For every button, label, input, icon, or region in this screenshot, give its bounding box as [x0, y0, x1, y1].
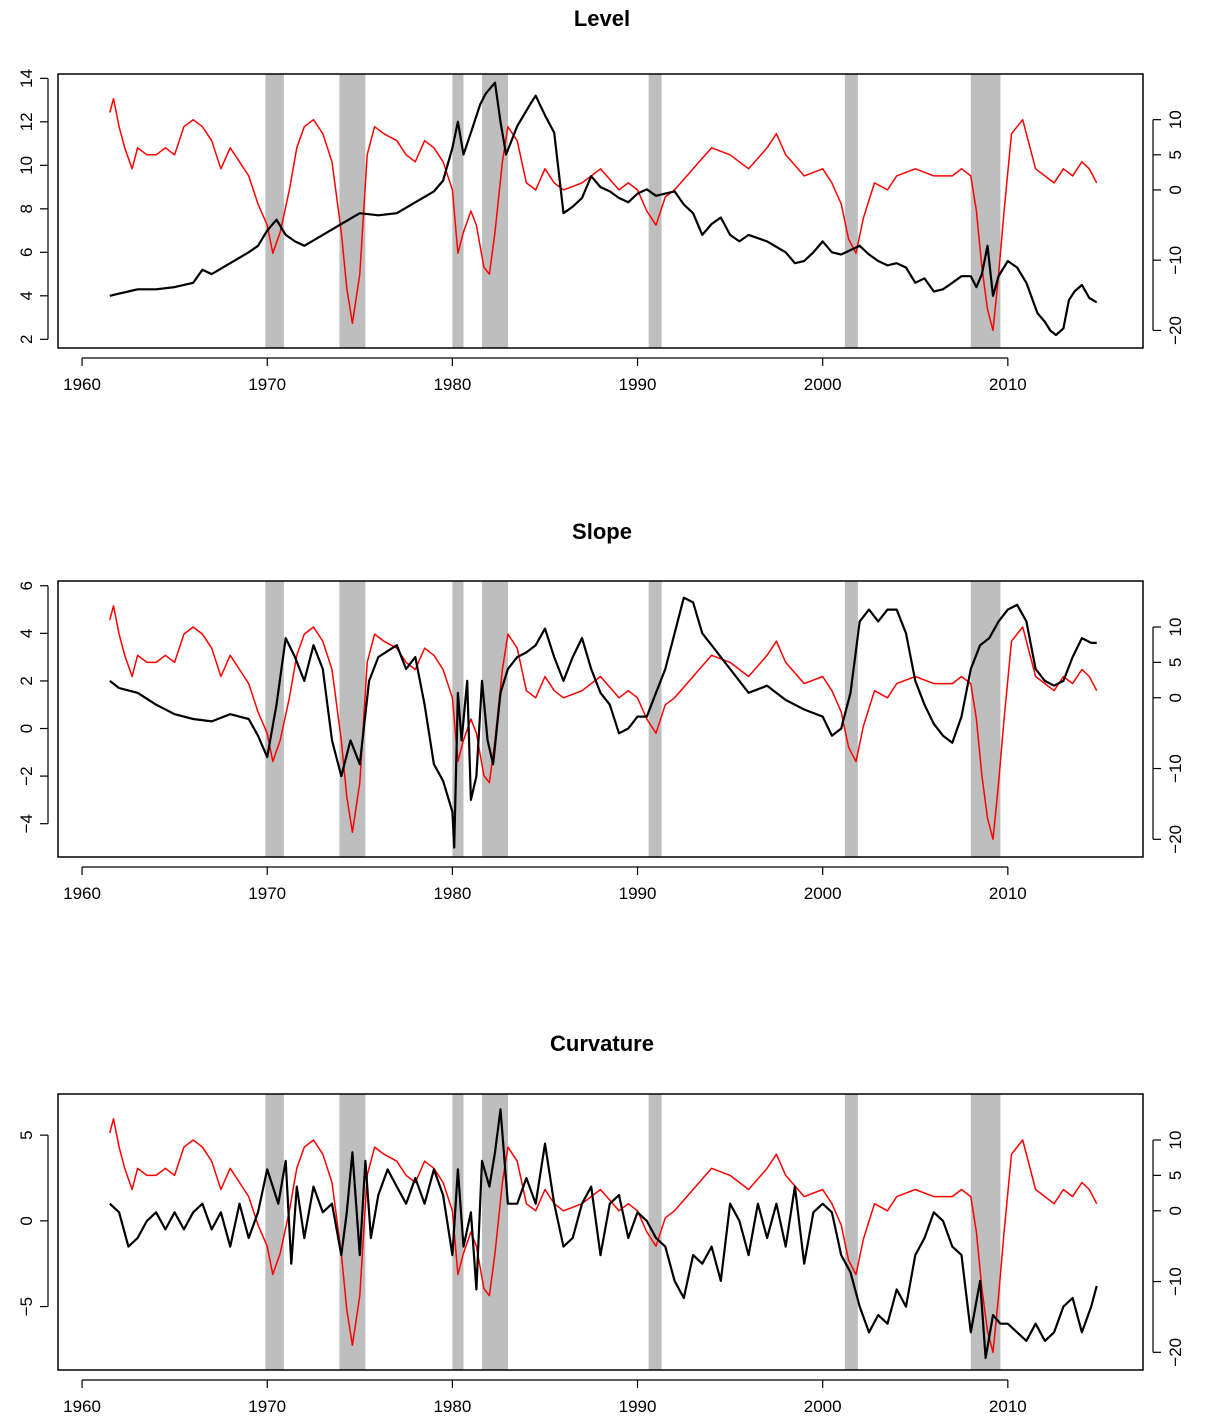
curvature-right-tick-label-5: 5 [1166, 1171, 1185, 1180]
slope-right-tick-label--20: −20 [1166, 825, 1185, 854]
curvature-right-tick-label-0: 0 [1166, 1206, 1185, 1215]
curvature-left-tick-label--5: −5 [17, 1297, 36, 1316]
level-shaded-period-4 [648, 74, 662, 348]
level-right-tick-label-10: 10 [1166, 110, 1185, 129]
level-shaded-period-5 [844, 74, 858, 348]
curvature-shaded-period-4 [648, 1094, 662, 1370]
level-shaded-period-2 [452, 74, 464, 348]
curvature-right-tick-label--20: −20 [1166, 1338, 1185, 1367]
level-left-tick-label-14: 14 [17, 69, 36, 88]
curvature-left-tick-label-5: 5 [17, 1130, 36, 1139]
slope-left-tick-label-0: 0 [17, 724, 36, 733]
slope-plot-frame [57, 580, 1144, 858]
curvature-plot-frame [57, 1093, 1144, 1371]
level-left-tick-label-10: 10 [17, 156, 36, 175]
level-x-tick-label-1990: 1990 [619, 375, 657, 394]
curvature-shaded-period-2 [452, 1094, 464, 1370]
level-left-tick-label-8: 8 [17, 204, 36, 213]
level-right-tick-label--20: −20 [1166, 316, 1185, 345]
slope-x-tick-label-2000: 2000 [804, 884, 842, 903]
level-x-tick-label-2000: 2000 [804, 375, 842, 394]
slope-x-tick-label-1960: 1960 [63, 884, 101, 903]
curvature-x-tick-label-1970: 1970 [248, 1397, 286, 1416]
curvature-black-series-line [109, 1108, 1098, 1360]
level-right-tick-label--10: −10 [1166, 246, 1185, 275]
level-shaded-period-3 [482, 74, 508, 348]
level-shaded-period-1 [339, 74, 366, 348]
curvature-right-tick-label--10: −10 [1166, 1267, 1185, 1296]
curvature-x-tick-label-1980: 1980 [433, 1397, 471, 1416]
level-black-series-line [109, 81, 1098, 337]
slope-left-tick-label--2: −2 [17, 766, 36, 785]
slope-x-tick-label-1970: 1970 [248, 884, 286, 903]
level-right-tick-label-0: 0 [1166, 185, 1185, 194]
slope-x-tick-label-1990: 1990 [619, 884, 657, 903]
slope-red-series-line [109, 605, 1098, 841]
slope-title: Slope [572, 519, 632, 544]
curvature-shaded-period-5 [844, 1094, 858, 1370]
slope-x-tick-label-1980: 1980 [433, 884, 471, 903]
curvature-right-tick-label-10: 10 [1166, 1131, 1185, 1150]
level-left-tick-label-12: 12 [17, 112, 36, 131]
slope-left-tick-label--4: −4 [17, 814, 36, 833]
curvature-x-tick-label-2010: 2010 [989, 1397, 1027, 1416]
slope-right-tick-label-10: 10 [1166, 618, 1185, 637]
slope-right-tick-label--10: −10 [1166, 754, 1185, 783]
curvature-title: Curvature [550, 1031, 654, 1056]
curvature-x-tick-label-2000: 2000 [804, 1397, 842, 1416]
level-x-tick-label-1980: 1980 [433, 375, 471, 394]
level-plot-frame [57, 73, 1144, 349]
level-left-tick-label-6: 6 [17, 248, 36, 257]
slope-shaded-period-1 [339, 581, 366, 857]
level-panel: Level 1960 1970 1980 1990 2000 2010 2 4 6 8 10 12 14… [17, 6, 1185, 394]
slope-left-tick-label-2: 2 [17, 676, 36, 685]
slope-shaded-period-5 [844, 581, 858, 857]
level-x-tick-label-2010: 2010 [989, 375, 1027, 394]
curvature-red-series-line [109, 1118, 1098, 1354]
slope-left-tick-label-6: 6 [17, 581, 36, 590]
level-left-tick-label-2: 2 [17, 335, 36, 344]
curvature-shaded-period-0 [265, 1094, 284, 1370]
curvature-panel: Curvature 1960 1970 1980 1990 2000 2010 −5 0 5 −2… [17, 1031, 1185, 1416]
level-red-series-line [109, 97, 1098, 332]
slope-right-tick-label-0: 0 [1166, 693, 1185, 702]
slope-black-series-line [109, 596, 1097, 849]
curvature-left-tick-label-0: 0 [17, 1216, 36, 1225]
level-shaded-period-0 [265, 74, 284, 348]
curvature-shaded-period-3 [482, 1094, 508, 1370]
curvature-x-tick-label-1960: 1960 [63, 1397, 101, 1416]
slope-right-tick-label-5: 5 [1166, 658, 1185, 667]
slope-left-tick-label-4: 4 [17, 629, 36, 638]
level-x-tick-label-1970: 1970 [248, 375, 286, 394]
level-x-tick-label-1960: 1960 [63, 375, 101, 394]
curvature-x-tick-label-1990: 1990 [619, 1397, 657, 1416]
slope-panel: Slope 1960 1970 1980 1990 2000 2010−4−20246−2… [17, 519, 1185, 903]
level-title: Level [574, 6, 630, 31]
slope-x-tick-label-2010: 2010 [989, 884, 1027, 903]
level-left-tick-label-4: 4 [17, 291, 36, 300]
level-right-tick-label-5: 5 [1166, 150, 1185, 159]
slope-shaded-period-4 [648, 581, 662, 857]
